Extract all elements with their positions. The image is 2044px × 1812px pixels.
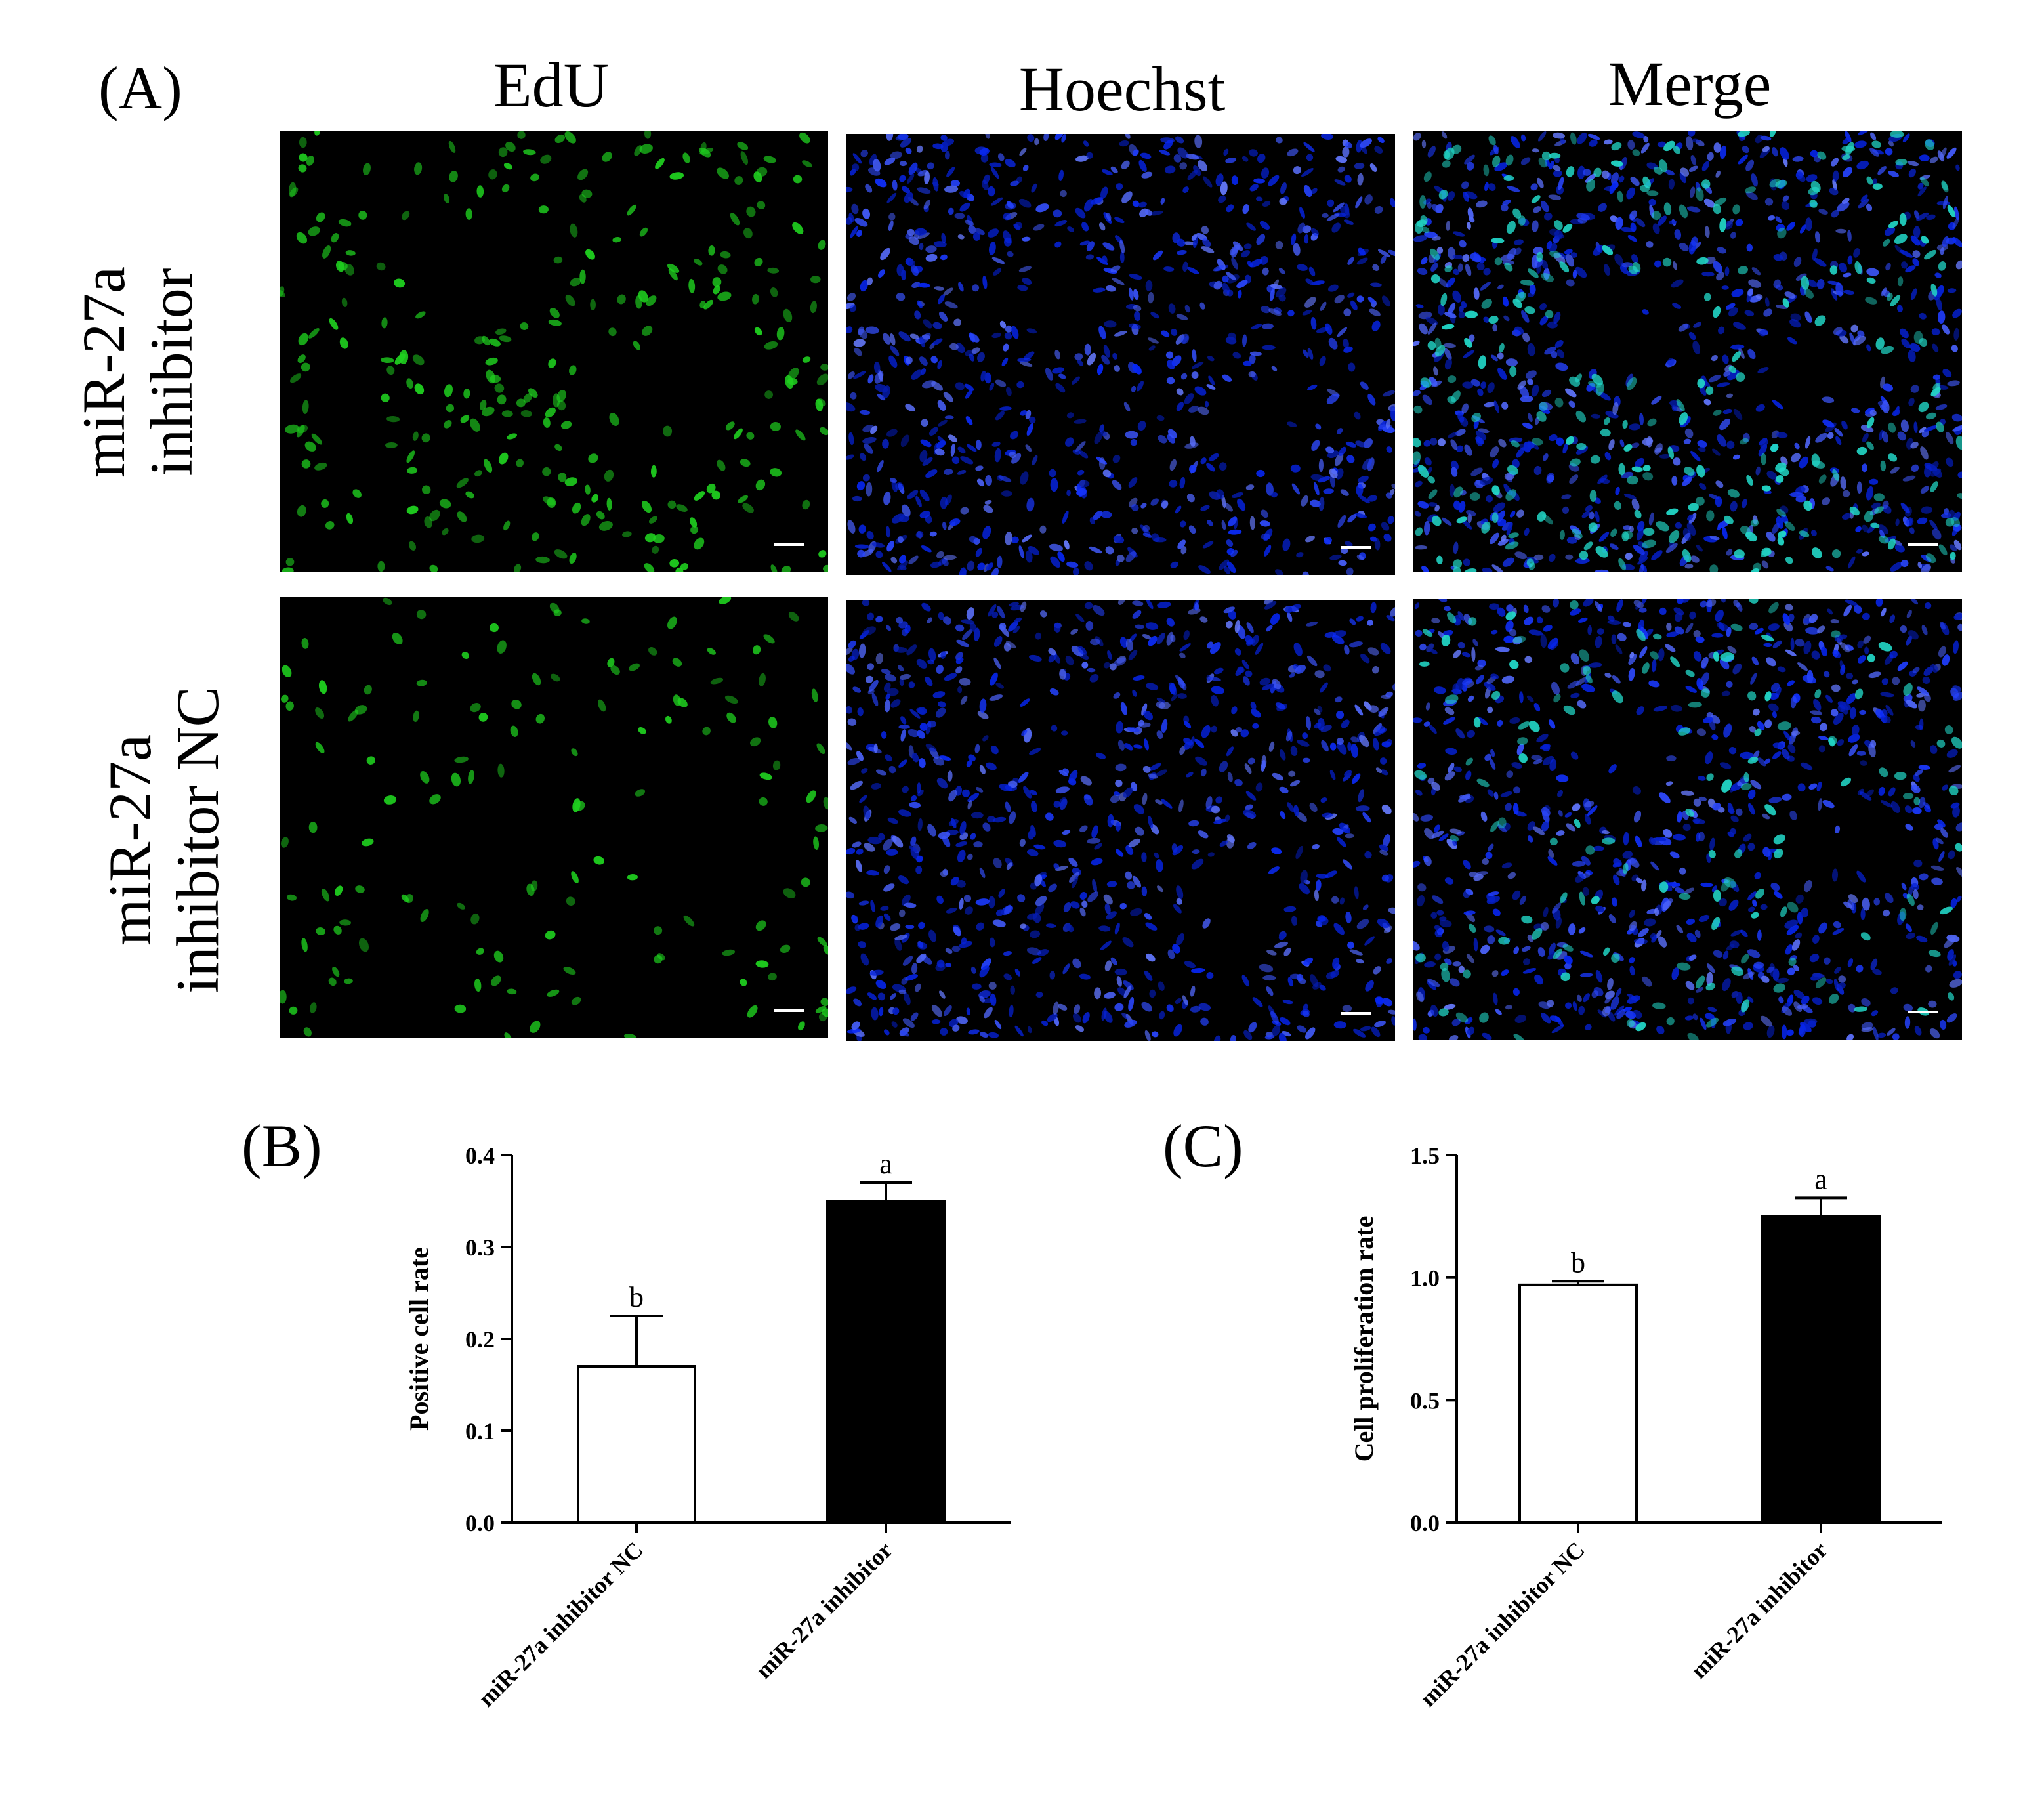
y-tick-label: 0.0 [465, 1510, 495, 1536]
y-tick-label: 1.5 [1410, 1143, 1440, 1169]
row-label-line1: miR-27a [96, 734, 163, 946]
x-tick-label: miR-27a inhibitor NC [1415, 1536, 1590, 1712]
micrograph-merge-inhibitor-nc [1413, 599, 1962, 1040]
panel-a-label: (A) [98, 54, 182, 121]
scale-bar [774, 543, 804, 546]
significance-letter: a [1814, 1163, 1827, 1195]
y-tick-label: 1.0 [1410, 1265, 1440, 1292]
panel-b-label: (B) [241, 1112, 322, 1179]
y-tick-label: 0.1 [465, 1418, 495, 1444]
row-label-line1: miR-27a [70, 266, 137, 478]
significance-letter: a [879, 1148, 892, 1180]
x-tick-label: miR-27a inhibitor NC [473, 1536, 648, 1712]
y-tick-label: 0.3 [465, 1234, 495, 1261]
bar [826, 1200, 946, 1524]
micrograph-edu-inhibitor-nc [280, 597, 828, 1038]
micrograph-merge-inhibitor [1413, 131, 1962, 572]
row-label-inhibitor: miR-27a inhibitor [0, 266, 295, 478]
significance-letter: b [1571, 1246, 1585, 1278]
micrograph-edu-inhibitor [280, 131, 828, 572]
column-header-edu: EdU [493, 50, 609, 120]
scale-bar [1908, 543, 1938, 546]
micrograph-hoechst-inhibitor [846, 134, 1395, 575]
y-tick-label: 0.4 [465, 1143, 495, 1169]
x-tick-label: miR-27a inhibitor [750, 1536, 897, 1683]
bar [1518, 1283, 1638, 1524]
scale-bar [1341, 546, 1371, 549]
scale-bar [1341, 1012, 1371, 1015]
significance-letter: b [629, 1281, 644, 1313]
y-axis-label: Positive cell rate [404, 1247, 434, 1431]
y-tick-label: 0.5 [1410, 1387, 1440, 1414]
column-header-hoechst: Hoechst [1018, 54, 1226, 124]
scale-bar [1908, 1011, 1938, 1013]
bar [577, 1365, 696, 1524]
y-tick-label: 0.0 [1410, 1510, 1440, 1536]
scale-bar [774, 1009, 804, 1012]
chart-cell-proliferation-rate: 0.0 0.5 1.0 1.5 Cell proliferation rate b miR-… [1312, 1116, 1969, 1772]
column-header-merge: Merge [1608, 49, 1772, 119]
bar [1761, 1215, 1881, 1524]
y-axis-label: Cell proliferation rate [1349, 1216, 1379, 1462]
row-label-line2: inhibitor [138, 268, 205, 476]
chart-positive-cell-rate: 0.0 0.1 0.2 0.3 0.4 Positive cell rate b miR-27… [367, 1116, 1037, 1772]
panel-c-label: (C) [1163, 1112, 1243, 1179]
micrograph-hoechst-inhibitor-nc [846, 600, 1395, 1041]
x-tick-label: miR-27a inhibitor [1685, 1536, 1832, 1683]
y-tick-label: 0.2 [465, 1326, 495, 1353]
row-label-line2: inhibitor NC [164, 686, 231, 994]
